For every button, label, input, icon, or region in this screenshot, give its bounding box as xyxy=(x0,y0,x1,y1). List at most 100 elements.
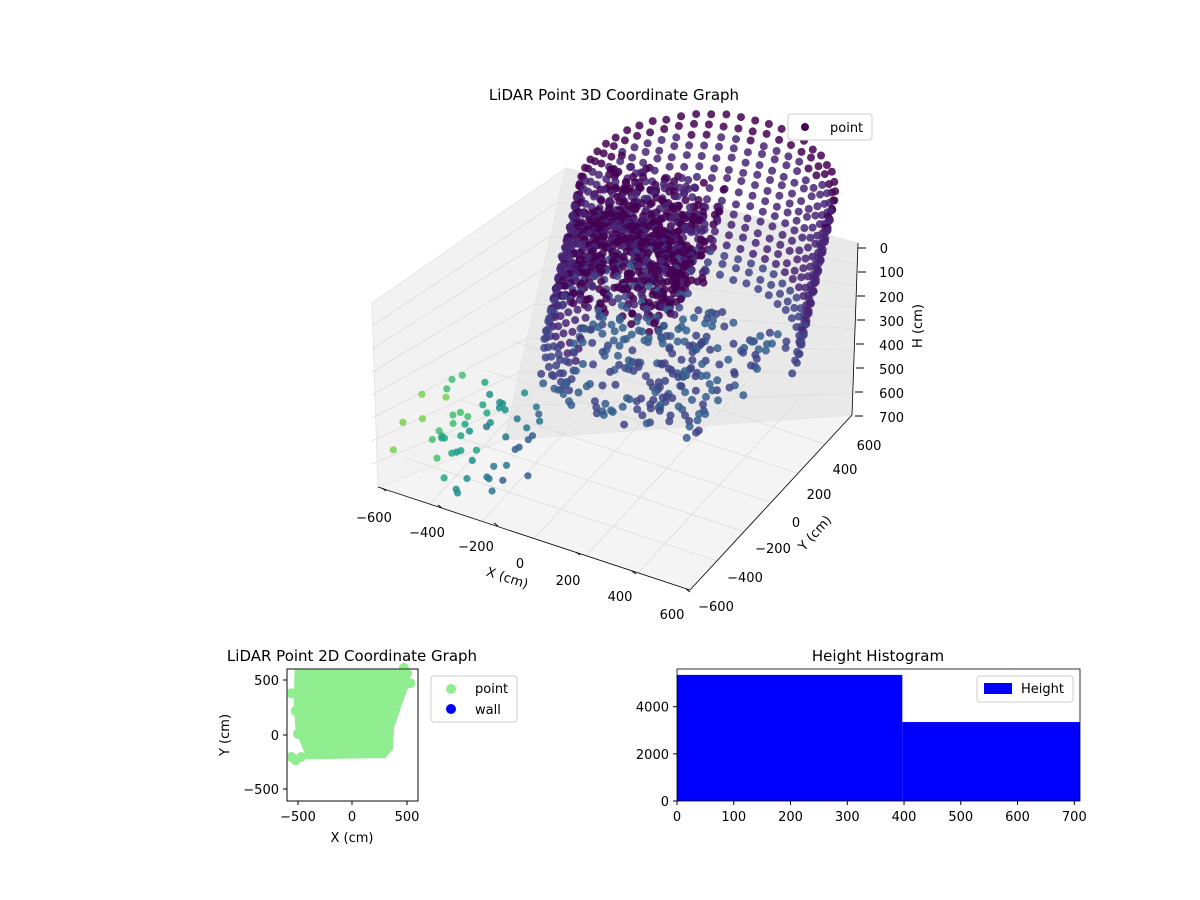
data-point xyxy=(720,322,729,331)
data-point xyxy=(559,369,567,378)
data-point xyxy=(650,319,659,328)
data-point xyxy=(597,159,606,168)
data-point xyxy=(606,367,615,376)
x-tick-label: 500 xyxy=(395,810,420,825)
data-point xyxy=(622,303,631,312)
data-point xyxy=(680,162,689,171)
data-point xyxy=(601,399,610,408)
data-point xyxy=(599,410,608,419)
data-point xyxy=(790,266,799,275)
data-point xyxy=(734,255,743,264)
chart-histogram: Height Histogram 0 100 200 300 400 500 600 700 … xyxy=(636,647,1087,825)
legend-label: Height xyxy=(1021,682,1064,697)
x-tick-label: 400 xyxy=(608,590,633,605)
point-cloud-2d xyxy=(286,662,416,766)
data-point xyxy=(652,291,661,300)
data-point xyxy=(770,155,779,164)
data-point xyxy=(732,264,740,273)
y-tick-label: 400 xyxy=(833,463,858,478)
y-tick-label: 500 xyxy=(254,674,279,689)
data-point xyxy=(643,139,652,148)
x-tick-label: 0 xyxy=(516,557,524,572)
data-point xyxy=(626,262,635,271)
data-point xyxy=(599,313,607,322)
data-point xyxy=(693,416,702,425)
data-point xyxy=(626,163,634,171)
data-point xyxy=(559,329,568,338)
y-tick-label: 0 xyxy=(271,729,279,744)
data-point xyxy=(739,168,748,177)
y-tick-label: 200 xyxy=(807,488,832,503)
data-point xyxy=(575,295,584,304)
data-point xyxy=(744,268,753,277)
data-point xyxy=(567,401,576,409)
data-point xyxy=(808,145,817,154)
data-point xyxy=(749,249,758,258)
data-point xyxy=(677,355,686,364)
data-point xyxy=(658,360,666,369)
data-point xyxy=(418,390,426,398)
data-point xyxy=(702,392,710,401)
data-point xyxy=(748,127,757,136)
data-point xyxy=(715,142,723,151)
data-point xyxy=(727,220,736,229)
data-point xyxy=(792,293,801,302)
data-point xyxy=(782,161,791,170)
data-point xyxy=(645,282,654,291)
data-point xyxy=(761,255,769,263)
data-point xyxy=(673,337,682,346)
data-point xyxy=(775,191,784,200)
histogram-x-ticks: 0 100 200 300 400 500 600 700 xyxy=(673,801,1087,825)
data-point xyxy=(499,476,507,484)
data-point xyxy=(628,153,637,162)
data-point xyxy=(586,325,595,334)
data-point xyxy=(571,316,580,325)
data-point xyxy=(690,119,698,128)
data-point xyxy=(792,216,801,225)
data-point xyxy=(610,327,619,336)
data-point xyxy=(433,454,441,462)
legend-label: wall xyxy=(475,703,501,718)
data-point xyxy=(707,174,716,182)
legend-label: point xyxy=(830,121,863,136)
data-point xyxy=(616,157,625,166)
data-point xyxy=(615,316,624,325)
y-axis-label: Y (cm) xyxy=(795,513,835,555)
data-point xyxy=(804,205,813,213)
data-point xyxy=(820,170,829,179)
data-point xyxy=(712,310,721,318)
z-ticks: 0 100 200 300 400 500 600 700 H (cm) xyxy=(855,242,926,426)
data-point xyxy=(464,413,472,421)
data-point xyxy=(537,369,546,378)
data-point xyxy=(788,369,797,378)
data-point xyxy=(765,234,774,243)
data-point xyxy=(753,229,762,238)
x-tick-mark xyxy=(381,487,387,492)
data-point xyxy=(662,115,671,124)
data-point xyxy=(657,136,666,144)
data-point xyxy=(638,327,647,336)
data-point xyxy=(818,180,827,189)
data-point xyxy=(668,349,677,358)
data-point xyxy=(670,310,679,319)
data-point xyxy=(443,385,451,393)
data-point xyxy=(620,420,629,429)
data-point xyxy=(756,332,765,340)
data-point xyxy=(758,264,767,273)
data-point xyxy=(563,349,572,358)
data-point xyxy=(714,396,722,405)
data-point xyxy=(794,207,803,216)
data-point xyxy=(608,407,617,416)
y-tick-label: −200 xyxy=(755,542,791,557)
chart-3d-title: LiDAR Point 3D Coordinate Graph xyxy=(489,86,739,104)
data-point xyxy=(739,233,747,242)
data-point xyxy=(692,110,701,119)
data-point xyxy=(817,211,826,220)
data-point xyxy=(709,316,717,325)
data-point xyxy=(703,258,712,267)
data-point xyxy=(651,388,660,397)
data-point xyxy=(699,178,708,187)
x-tick-label: 0 xyxy=(673,810,681,825)
data-point xyxy=(682,326,691,335)
data-point xyxy=(825,180,833,189)
